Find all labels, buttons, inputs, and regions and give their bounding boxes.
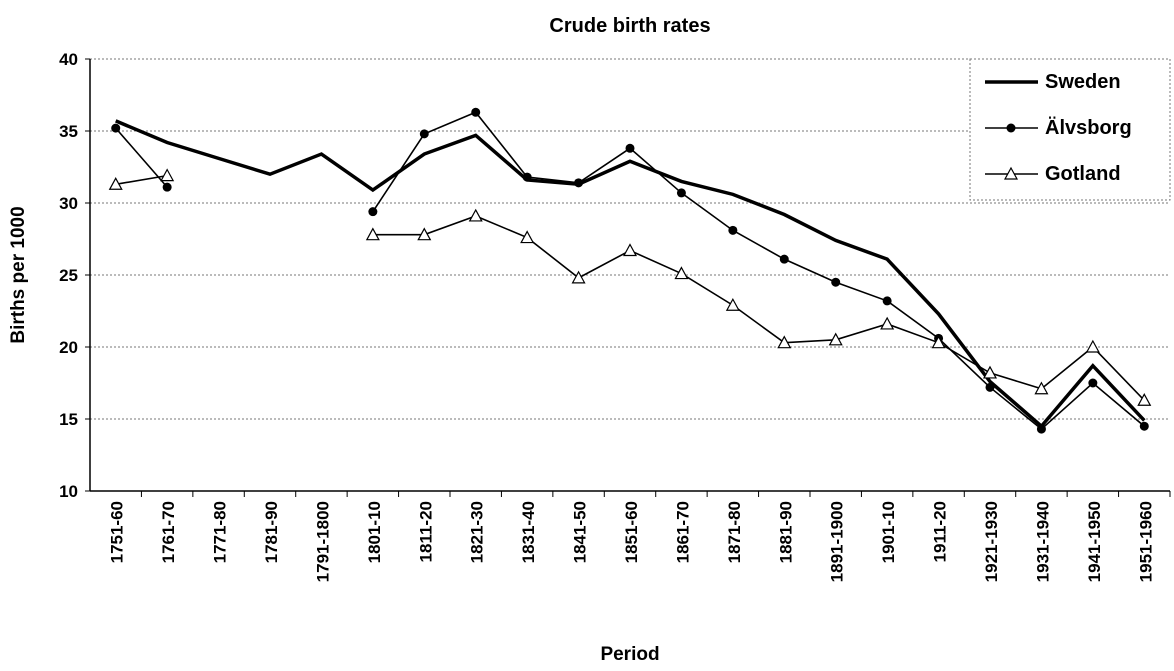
x-tick-label: 1931-1940	[1033, 501, 1052, 582]
point	[674, 266, 689, 280]
point	[1137, 393, 1152, 406]
point	[574, 178, 584, 188]
x-tick-label: 1761-70	[159, 501, 178, 563]
x-tick-label: 1841-50	[571, 501, 590, 563]
point	[779, 254, 789, 264]
point	[985, 382, 995, 392]
x-tick-label: 1861-70	[673, 501, 692, 563]
point	[417, 227, 432, 241]
x-tick-label: 1871-80	[725, 501, 744, 563]
x-tick-label: 1941-1950	[1085, 501, 1104, 582]
point	[468, 208, 483, 222]
point	[160, 168, 175, 182]
point	[368, 207, 378, 217]
point	[622, 243, 638, 257]
y-tick-label: 40	[59, 50, 78, 69]
y-tick-label: 30	[59, 194, 78, 213]
point	[728, 225, 738, 235]
legend-marker	[1003, 166, 1019, 180]
point	[571, 270, 586, 284]
y-tick-label: 20	[59, 338, 78, 357]
point	[931, 335, 946, 349]
point	[880, 316, 895, 330]
point	[828, 332, 843, 346]
x-tick-label: 1791-1800	[313, 501, 332, 582]
x-tick-label: 1771-80	[211, 501, 230, 563]
point	[108, 177, 123, 190]
point	[831, 277, 841, 287]
legend-label: Gotland	[1045, 163, 1121, 185]
x-axis-label: Period	[600, 644, 659, 665]
legend-label: Sweden	[1045, 71, 1121, 93]
point	[522, 172, 532, 182]
legend-marker	[1006, 123, 1016, 133]
point	[625, 143, 635, 153]
point	[982, 365, 998, 379]
point	[1088, 378, 1098, 388]
point	[1085, 339, 1100, 353]
x-tick-label: 1801-10	[365, 501, 384, 563]
y-tick-label: 10	[59, 482, 78, 501]
x-tick-label: 1831-40	[519, 501, 538, 563]
point	[676, 188, 686, 198]
series-line	[115, 174, 1145, 401]
chart-title: Crude birth rates	[549, 15, 710, 37]
x-tick-label: 1901-10	[879, 501, 898, 563]
point	[471, 107, 481, 117]
y-tick-label: 35	[59, 122, 78, 141]
y-tick-label: 15	[59, 410, 78, 429]
point	[1139, 421, 1149, 431]
x-tick-label: 1781-90	[262, 501, 281, 563]
point	[419, 129, 429, 139]
legend-label: Älvsborg	[1045, 116, 1132, 139]
point	[777, 335, 792, 349]
y-axis-label: Births per 1000	[8, 206, 29, 343]
x-tick-label: 1921-1930	[982, 501, 1001, 582]
point	[725, 297, 740, 311]
point	[1036, 424, 1046, 434]
point	[365, 227, 380, 241]
x-tick-label: 1811-20	[416, 501, 435, 562]
point	[882, 296, 892, 306]
point	[162, 182, 172, 192]
x-tick-label: 1911-20	[931, 501, 950, 562]
point	[1034, 381, 1049, 395]
x-tick-label: 1951-1960	[1136, 501, 1155, 582]
series-line	[115, 119, 1146, 429]
x-tick-label: 1851-60	[622, 501, 641, 563]
x-tick-label: 1751-60	[108, 501, 127, 563]
y-tick-label: 25	[59, 266, 78, 285]
point	[111, 123, 121, 133]
x-tick-label: 1881-90	[776, 501, 795, 563]
point	[520, 230, 535, 244]
x-tick-label: 1891-1900	[828, 501, 847, 582]
x-tick-label: 1821-30	[468, 501, 487, 563]
